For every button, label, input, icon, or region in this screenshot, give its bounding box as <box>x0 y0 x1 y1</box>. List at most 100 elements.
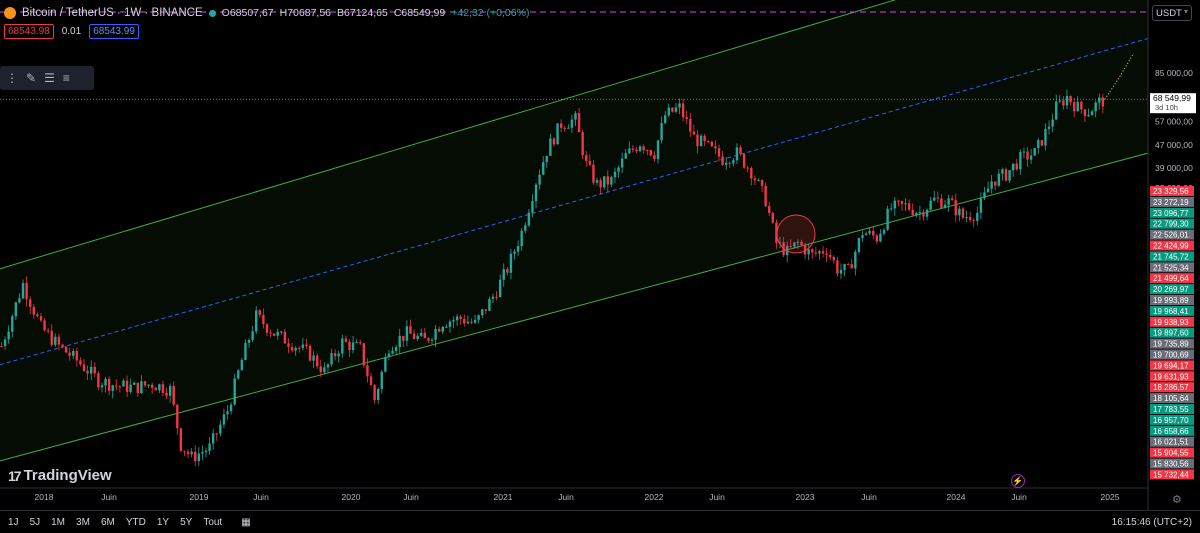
price-tag-label: 16 957,70 <box>1153 416 1189 425</box>
tradingview-mark-icon: 17 <box>8 467 22 484</box>
candle <box>509 248 513 280</box>
symbol-title[interactable]: Bitcoin / TetherUS · 1W · BINANCE <box>22 7 203 19</box>
lightning-icon[interactable]: ⚡ <box>1011 474 1025 488</box>
price-tag <box>1150 262 1194 273</box>
brush-icon[interactable]: ✎ <box>26 71 37 85</box>
candle <box>391 346 394 355</box>
channel-mid-line[interactable] <box>0 37 1149 366</box>
timeframe-5j[interactable]: 5J <box>29 516 41 528</box>
price-tag-label: 21 745,72 <box>1153 252 1189 261</box>
candle <box>247 338 251 348</box>
y-tick-label: 85 000,00 <box>1155 68 1193 78</box>
candle <box>125 375 129 398</box>
candle <box>559 119 563 133</box>
buy-button[interactable]: 68543.99 <box>89 24 139 39</box>
candle <box>448 319 452 333</box>
candle <box>394 344 398 355</box>
candle <box>1047 120 1051 135</box>
candle <box>631 145 635 153</box>
channel-upper-line[interactable] <box>0 0 1148 270</box>
candle <box>1037 138 1040 154</box>
candle <box>990 174 993 194</box>
candle <box>886 205 889 232</box>
candle <box>251 325 254 343</box>
price-tag <box>1150 284 1194 295</box>
currency-selector[interactable]: USDT ▾ <box>1152 5 1192 21</box>
candle <box>387 350 391 361</box>
candle <box>667 103 670 118</box>
candle <box>29 296 32 315</box>
candle <box>943 199 947 209</box>
candle <box>211 428 215 450</box>
timeframe-1y[interactable]: 1Y <box>156 516 170 528</box>
candle <box>814 246 818 257</box>
candle <box>925 208 929 221</box>
bid-ask-row: 68543.98 0.01 68543.99 <box>4 24 139 39</box>
candle <box>775 219 778 249</box>
price-tag-label: 22 526,01 <box>1153 231 1189 240</box>
drag-handle-icon[interactable]: ⋮ <box>6 71 18 85</box>
timeframe-1j[interactable]: 1J <box>8 516 19 528</box>
timeframe-3m[interactable]: 3M <box>76 516 90 528</box>
candle <box>477 314 480 324</box>
candle <box>61 343 64 349</box>
price-tag-label: 15 830,56 <box>1153 460 1189 469</box>
chevron-down-icon: ▾ <box>1183 7 1188 16</box>
candle <box>710 140 714 148</box>
candle <box>936 191 940 203</box>
candle <box>1019 149 1022 175</box>
candle <box>420 328 423 337</box>
timeframe-1m[interactable]: 1M <box>51 516 66 528</box>
sell-button[interactable]: 68543.98 <box>4 24 54 39</box>
calendar-icon[interactable]: ▦ <box>241 516 251 528</box>
candle <box>735 143 739 165</box>
candle <box>75 347 79 367</box>
candle <box>1044 123 1047 151</box>
timeframe-6m[interactable]: 6M <box>100 516 115 528</box>
candle <box>864 231 868 236</box>
price-tag <box>1150 240 1194 251</box>
candle <box>133 381 136 386</box>
candle <box>649 149 653 157</box>
price-tag <box>1150 295 1194 305</box>
candle <box>839 263 843 280</box>
x-tick-label: 2022 <box>645 492 664 502</box>
candle <box>950 195 954 201</box>
candle <box>1094 100 1097 118</box>
candle <box>107 376 111 396</box>
candle <box>222 408 226 429</box>
timeframe-ytd[interactable]: YTD <box>125 516 146 528</box>
candle <box>592 159 595 185</box>
object-lines-icon[interactable]: ≡ <box>62 71 70 85</box>
candle <box>172 381 175 407</box>
x-tick-label: 2019 <box>190 492 209 502</box>
candle <box>14 301 18 320</box>
gear-icon[interactable]: ⚙ <box>1172 494 1182 506</box>
candle <box>452 316 455 329</box>
candle <box>219 419 222 437</box>
candle <box>240 357 244 371</box>
candle <box>613 167 617 184</box>
candle <box>1072 98 1076 118</box>
timeframe-tout[interactable]: Tout <box>203 516 223 528</box>
timeframe-5y[interactable]: 5Y <box>180 516 193 528</box>
candle <box>244 339 247 361</box>
candle <box>628 141 631 155</box>
candle <box>732 157 735 167</box>
candle <box>692 124 696 135</box>
candle <box>1080 100 1083 114</box>
candle <box>577 108 581 133</box>
candle <box>825 248 828 262</box>
candle <box>294 346 297 356</box>
settings-lines-icon[interactable]: ☰ <box>44 71 55 85</box>
x-tick-label: 2021 <box>494 492 513 502</box>
bottom-highlight-circle[interactable] <box>776 214 816 254</box>
candle <box>760 179 764 192</box>
candle <box>1033 147 1036 156</box>
candle <box>789 239 792 248</box>
candle <box>854 249 857 276</box>
drawing-toolbar: ⋮ ✎ ☰ ≡ <box>0 66 94 90</box>
candle <box>922 209 925 221</box>
candle <box>933 190 936 202</box>
